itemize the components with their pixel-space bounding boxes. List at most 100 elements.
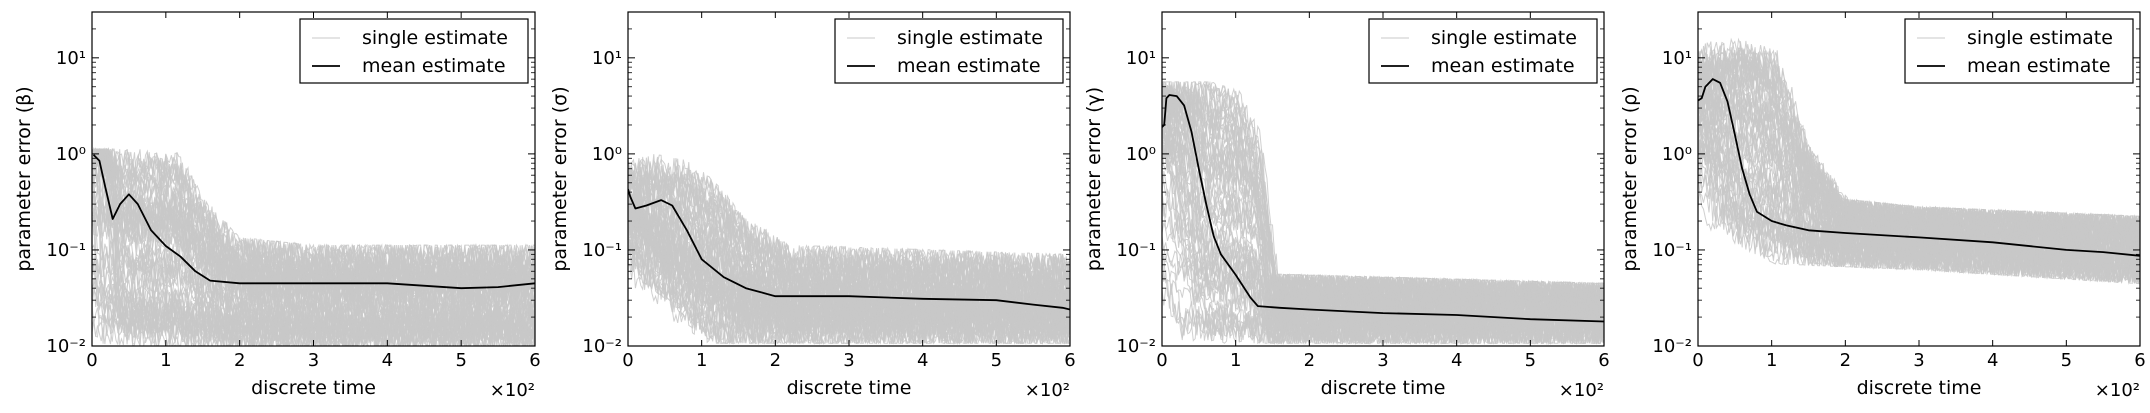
single-estimate-line (1698, 45, 2140, 241)
x-tick-label: 6 (1598, 350, 1609, 371)
y-tick-label: 10⁻¹ (1116, 240, 1156, 261)
chart-panel-4: 0 1 2 3 4 5 6 10⁻² 10⁻¹ 10⁰ 10¹ discrete time ×10² pa… (1619, 11, 2146, 401)
single-estimate-line (1162, 99, 1604, 327)
chart-panel-3: 0 1 2 3 4 5 6 10⁻² 10⁻¹ 10⁰ 10¹ discrete time ×10² pa… (1083, 11, 1610, 401)
single-estimate-line (1162, 134, 1604, 335)
plot-area (92, 147, 535, 346)
single-estimate-line (1698, 99, 2140, 263)
x-tick-label: 5 (455, 350, 466, 371)
x-tick-label: 4 (917, 350, 928, 371)
legend-mean-label: mean estimate (1967, 55, 2111, 77)
single-estimate-line (1162, 83, 1604, 311)
single-estimate-line (92, 149, 535, 279)
single-estimate-line (1698, 146, 2140, 285)
single-estimate-line (628, 158, 1070, 284)
single-estimate-line (1698, 75, 2140, 254)
y-tick-label: 10⁻¹ (582, 240, 622, 261)
x-tick-label: 0 (86, 350, 97, 371)
x-tick-label: 6 (1064, 350, 1075, 371)
legend-box (299, 18, 529, 84)
legend-single-label: single estimate (897, 27, 1043, 49)
single-estimate-line (1162, 113, 1604, 321)
single-estimate-line (1698, 125, 2140, 283)
y-axis-label: parameter error (γ) (1083, 87, 1105, 271)
legend-single-label: single estimate (1431, 27, 1577, 49)
chart-panel-2: 0 1 2 3 4 5 6 10⁻² 10⁻¹ 10⁰ 10¹ discrete time ×10² pa… (549, 11, 1076, 401)
x-tick-label: 5 (1525, 350, 1536, 371)
x-tick-label: 4 (382, 350, 393, 371)
x-tick-label: 1 (160, 350, 171, 371)
y-tick-label: 10⁰ (56, 144, 86, 165)
x-tick-label: 1 (1766, 350, 1777, 371)
single-estimate-line (1698, 84, 2140, 256)
y-tick-label: 10⁻² (1116, 336, 1156, 357)
chart-panel-1: 0 1 2 3 4 5 6 10⁻² 10⁻¹ 10⁰ 10¹ discrete time ×10² pa… (13, 11, 541, 401)
x-axis-multiplier: ×10² (1025, 380, 1070, 401)
legend-single-label: single estimate (1967, 27, 2113, 49)
legend-box (834, 18, 1064, 84)
legend-mean-label: mean estimate (362, 55, 506, 77)
x-tick-label: 1 (1230, 350, 1241, 371)
x-tick-label: 3 (1913, 350, 1924, 371)
x-tick-label: 2 (770, 350, 781, 371)
x-tick-label: 2 (234, 350, 245, 371)
x-tick-label: 5 (991, 350, 1002, 371)
x-tick-label: 6 (529, 350, 540, 371)
single-estimate-line (92, 147, 535, 273)
legend: single estimate mean estimate (834, 18, 1064, 84)
y-tick-label: 10⁰ (1126, 144, 1156, 165)
y-tick-label: 10⁻² (46, 336, 86, 357)
single-estimate-line (628, 185, 1070, 310)
legend-single-label: single estimate (362, 27, 508, 49)
y-tick-label: 10¹ (1126, 48, 1156, 69)
y-tick-label: 10⁻² (1652, 336, 1692, 357)
single-estimate-line (628, 203, 1070, 338)
single-estimate-line (1698, 67, 2140, 250)
x-tick-label: 5 (2061, 350, 2072, 371)
y-axis-label: parameter error (ρ) (1619, 86, 1641, 271)
x-tick-label: 6 (2134, 350, 2145, 371)
x-tick-label: 4 (1987, 350, 1998, 371)
y-tick-label: 10⁻¹ (46, 240, 86, 261)
x-tick-label: 0 (1692, 350, 1703, 371)
plot-area (1698, 37, 2140, 285)
y-axis-label: parameter error (σ) (549, 86, 571, 271)
plot-area (1162, 80, 1604, 346)
x-tick-label: 3 (843, 350, 854, 371)
single-estimate-line (1162, 81, 1604, 305)
y-tick-label: 10⁰ (592, 144, 622, 165)
mean-estimate-line (628, 188, 1070, 311)
legend-box (1904, 18, 2134, 84)
legend-box (1368, 18, 1598, 84)
x-tick-label: 3 (1377, 350, 1388, 371)
single-estimate-line (1162, 107, 1604, 328)
y-tick-label: 10⁻¹ (1652, 240, 1692, 261)
single-estimate-line (1162, 96, 1604, 323)
x-tick-label: 0 (622, 350, 633, 371)
legend-mean-label: mean estimate (1431, 55, 1575, 77)
x-axis-multiplier: ×10² (1559, 380, 1604, 401)
plot-area (628, 154, 1070, 346)
single-estimate-line (92, 156, 535, 299)
y-tick-label: 10¹ (56, 48, 86, 69)
y-tick-label: 10¹ (592, 48, 622, 69)
x-axis-label: discrete time (787, 377, 912, 399)
y-tick-label: 10⁻² (582, 336, 622, 357)
legend-mean-label: mean estimate (897, 55, 1041, 77)
x-axis-multiplier: ×10² (2095, 380, 2140, 401)
x-axis-label: discrete time (251, 377, 376, 399)
y-tick-label: 10⁰ (1662, 144, 1692, 165)
legend: single estimate mean estimate (299, 18, 529, 84)
x-tick-label: 0 (1156, 350, 1167, 371)
single-estimate-line (1698, 48, 2140, 240)
single-estimate-line (628, 219, 1070, 323)
x-tick-label: 2 (1304, 350, 1315, 371)
legend: single estimate mean estimate (1904, 18, 2134, 84)
mean-estimate-line (92, 154, 535, 290)
x-tick-label: 2 (1840, 350, 1851, 371)
mean-estimate-line (1162, 94, 1604, 323)
single-estimate-line (628, 244, 1070, 339)
mean-estimate-line (1698, 78, 2140, 257)
x-tick-label: 3 (308, 350, 319, 371)
legend: single estimate mean estimate (1368, 18, 1598, 84)
